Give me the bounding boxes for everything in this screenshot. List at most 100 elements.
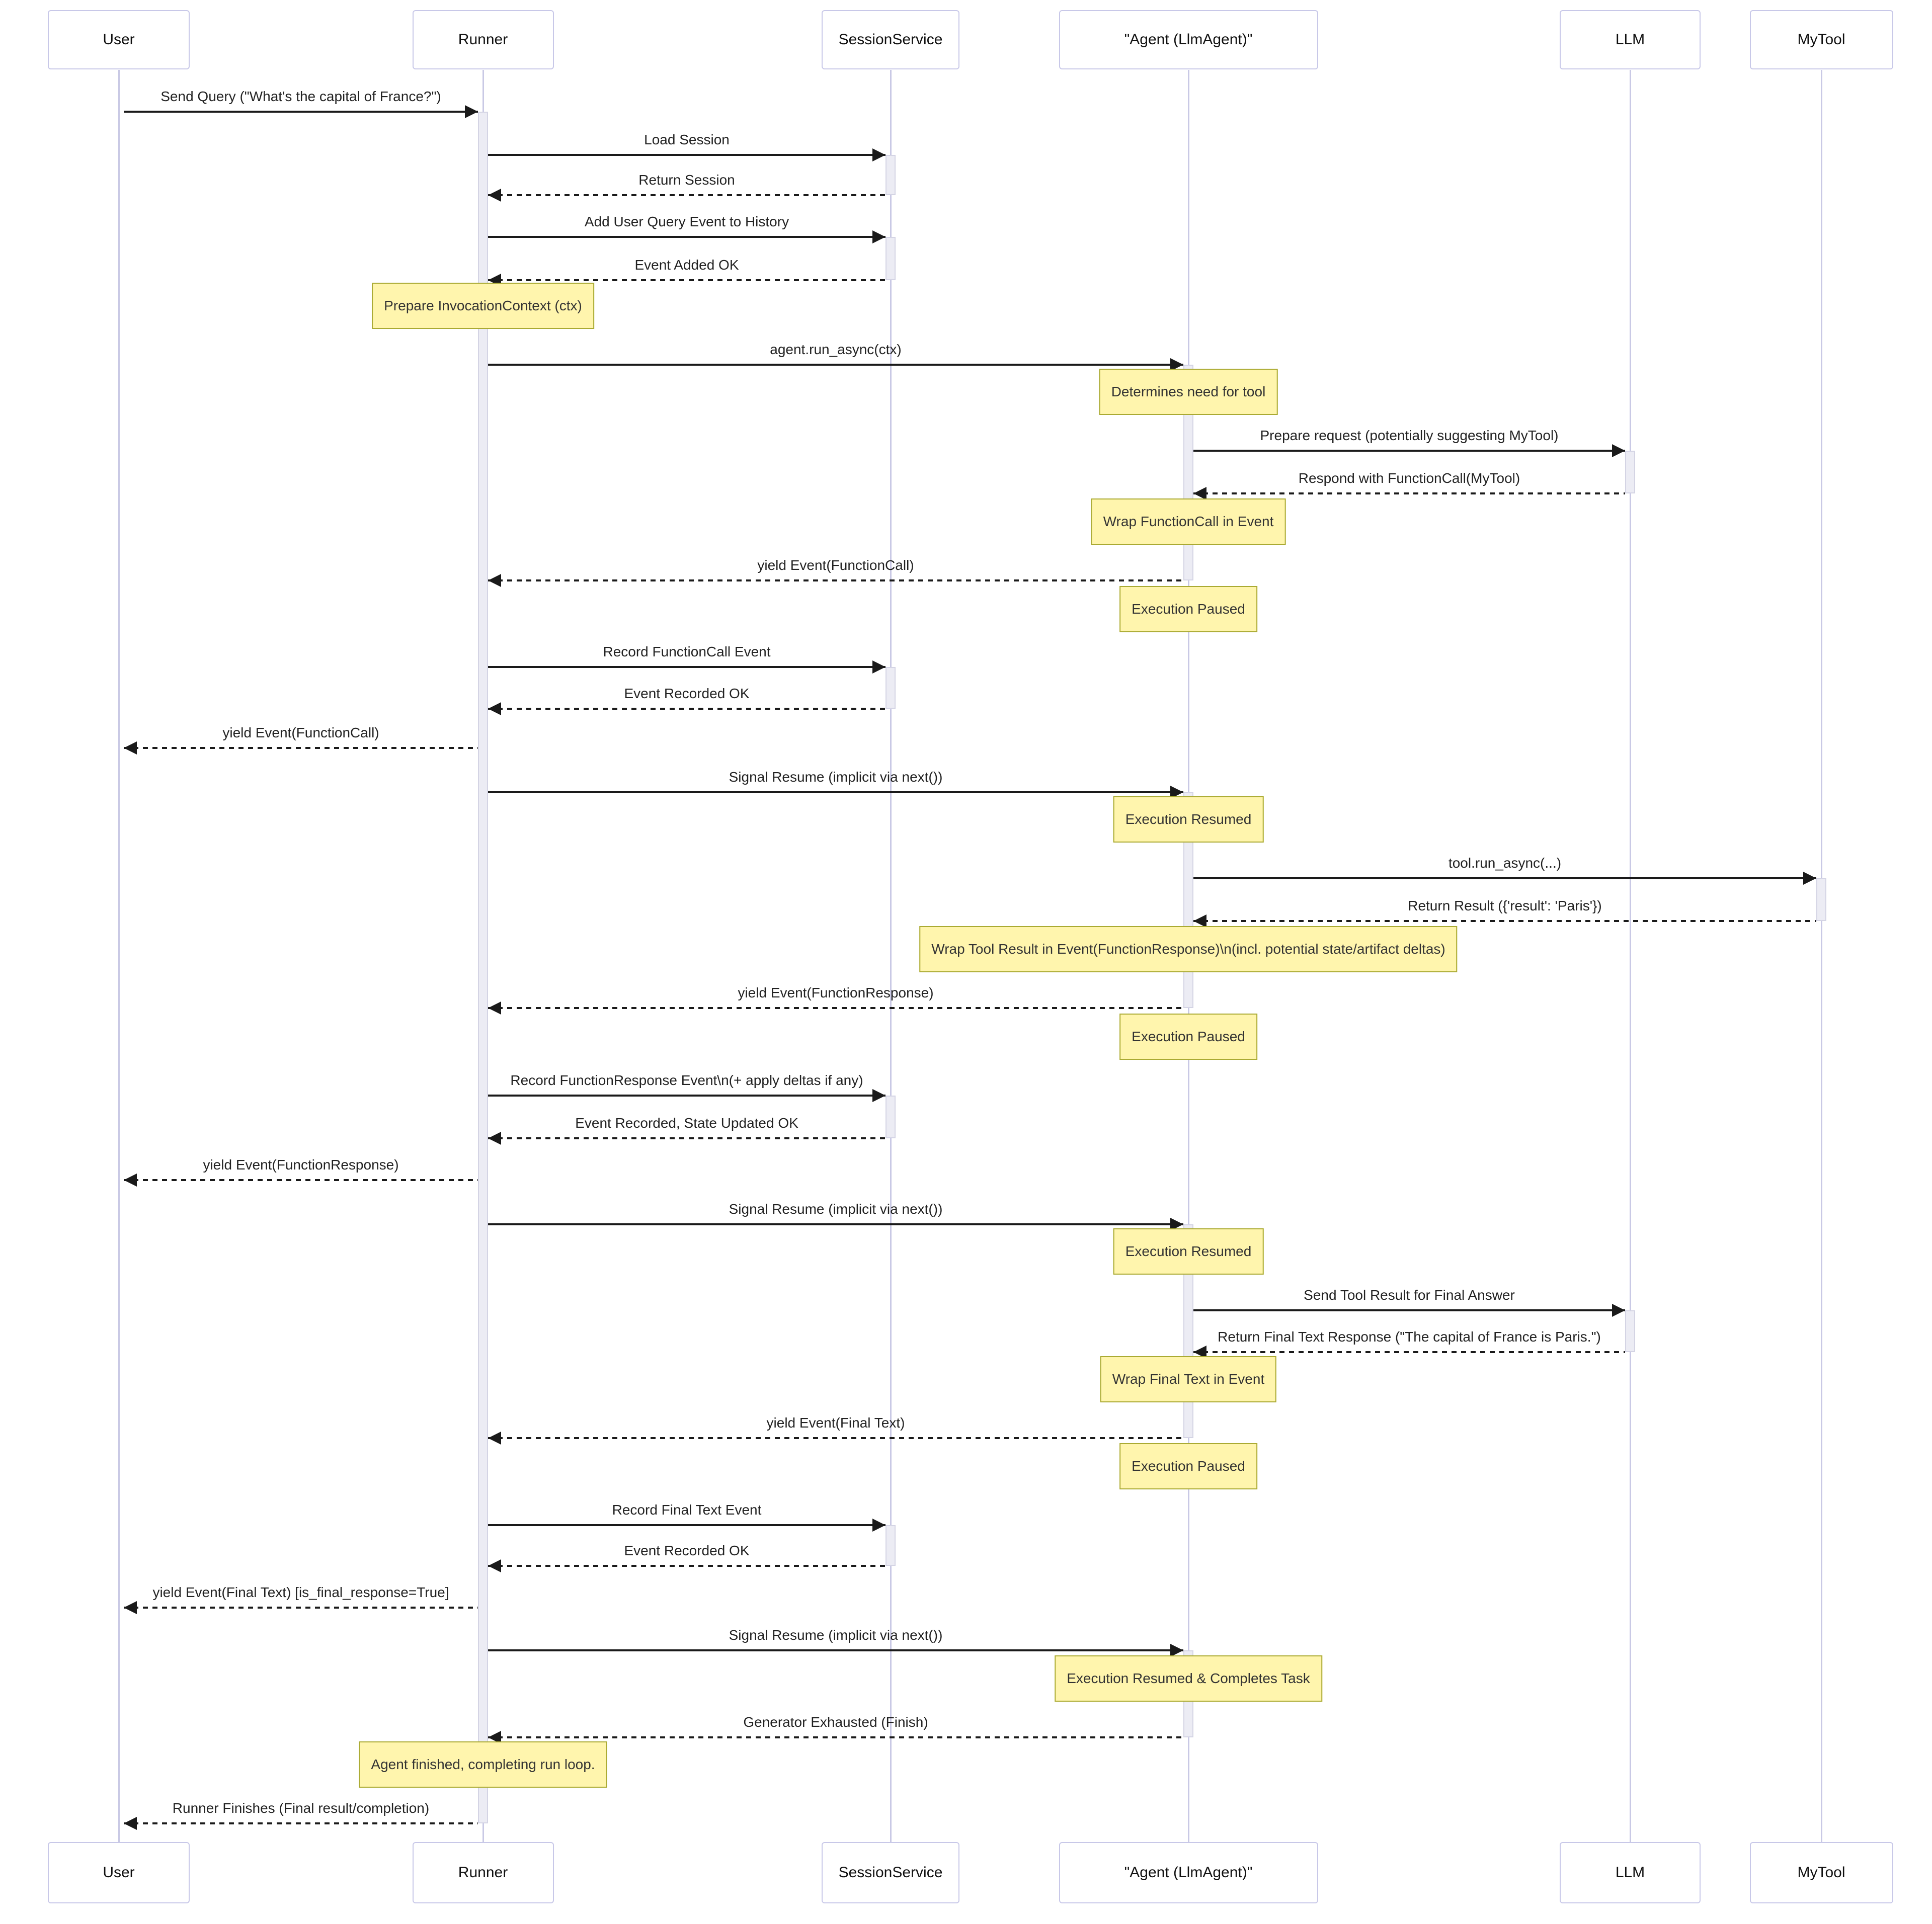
message-label: Return Session	[638, 172, 735, 188]
note: Wrap FunctionCall in Event	[1091, 498, 1286, 545]
message-label: Record Final Text Event	[612, 1502, 762, 1518]
arrowhead	[1170, 1644, 1183, 1657]
message-line	[1193, 1351, 1625, 1353]
message-line	[124, 1607, 478, 1609]
note: Execution Resumed	[1113, 1228, 1264, 1275]
arrowhead	[1612, 1304, 1625, 1317]
participant-label: SessionService	[838, 1864, 943, 1881]
activation-bar-runner	[478, 112, 488, 1823]
participant-label: LLM	[1615, 31, 1645, 48]
message-label: Signal Resume (implicit via next())	[729, 1627, 943, 1643]
note: Execution Resumed & Completes Task	[1055, 1655, 1322, 1702]
message-label: Event Added OK	[634, 257, 739, 273]
message-label: Prepare request (potentially suggesting …	[1260, 428, 1559, 443]
participant-label: MyTool	[1797, 31, 1845, 48]
participant-label: SessionService	[838, 31, 943, 48]
note: Wrap Tool Result in Event(FunctionRespon…	[919, 926, 1458, 972]
message-line	[488, 1007, 1183, 1009]
message-line	[1193, 492, 1625, 494]
message-label: Event Recorded, State Updated OK	[575, 1115, 798, 1131]
note: Prepare InvocationContext (ctx)	[372, 283, 594, 329]
participant-box-top-mytool: MyTool	[1749, 10, 1893, 69]
arrowhead	[124, 741, 137, 755]
message-line	[488, 364, 1183, 366]
message-line	[488, 1565, 886, 1567]
participant-label: LLM	[1615, 1864, 1645, 1881]
message-label: Send Query ("What's the capital of Franc…	[160, 89, 441, 104]
arrowhead	[488, 574, 501, 587]
message-line	[488, 791, 1183, 793]
message-line	[488, 1437, 1183, 1439]
arrowhead	[465, 105, 478, 118]
message-label: Record FunctionCall Event	[603, 644, 771, 659]
message-label: Event Recorded OK	[624, 1543, 750, 1558]
activation-bar-session	[886, 155, 896, 195]
message-line	[488, 236, 886, 238]
participant-box-bottom-llm: LLM	[1560, 1842, 1701, 1903]
note: Execution Paused	[1119, 1443, 1257, 1489]
message-line	[1193, 1309, 1625, 1311]
message-line	[488, 194, 886, 196]
message-label: Signal Resume (implicit via next())	[729, 769, 943, 785]
participant-box-top-runner: Runner	[412, 10, 554, 69]
arrowhead	[124, 1601, 137, 1614]
activation-bar-llm	[1625, 451, 1635, 493]
activation-bar-mytool	[1816, 878, 1826, 921]
message-label: agent.run_async(ctx)	[770, 342, 902, 357]
lifeline-session	[890, 70, 892, 1848]
message-line	[488, 666, 886, 668]
message-label: Load Session	[644, 132, 730, 147]
participant-box-top-llm: LLM	[1560, 10, 1701, 69]
activation-bar-session	[886, 1525, 896, 1566]
message-label: Respond with FunctionCall(MyTool)	[1298, 470, 1520, 486]
message-label: yield Event(FunctionCall)	[222, 725, 379, 740]
message-line	[488, 1223, 1183, 1225]
participant-box-bottom-agent: "Agent (LlmAgent)"	[1059, 1842, 1318, 1903]
message-line	[124, 1822, 478, 1824]
message-label: yield Event(FunctionResponse)	[738, 985, 934, 1000]
arrowhead	[1193, 487, 1206, 500]
activation-bar-session	[886, 1096, 896, 1138]
message-line	[1193, 877, 1816, 879]
activation-bar-session	[886, 667, 896, 709]
participant-box-bottom-user: User	[48, 1842, 190, 1903]
message-line	[488, 154, 886, 156]
message-line	[124, 111, 478, 113]
lifeline-llm	[1629, 70, 1631, 1848]
note: Wrap Final Text in Event	[1100, 1356, 1277, 1402]
message-line	[488, 1736, 1183, 1738]
participant-label: Runner	[458, 31, 508, 48]
message-label: Add User Query Event to History	[584, 214, 789, 229]
note: Execution Paused	[1119, 1014, 1257, 1060]
arrowhead	[872, 660, 886, 674]
message-line	[488, 1137, 886, 1139]
message-label: tool.run_async(...)	[1448, 855, 1562, 871]
message-line	[488, 708, 886, 710]
note: Determines need for tool	[1099, 369, 1278, 415]
note: Execution Paused	[1119, 586, 1257, 632]
message-line	[488, 579, 1183, 581]
message-label: Send Tool Result for Final Answer	[1304, 1287, 1515, 1303]
arrowhead	[488, 702, 501, 715]
arrowhead	[872, 1089, 886, 1102]
message-label: yield Event(Final Text)	[766, 1415, 905, 1431]
participant-box-top-user: User	[48, 10, 190, 69]
message-label: Signal Resume (implicit via next())	[729, 1201, 943, 1217]
message-line	[1193, 450, 1625, 452]
arrowhead	[124, 1817, 137, 1830]
message-label: yield Event(Final Text) [is_final_respon…	[152, 1584, 449, 1600]
arrowhead	[1612, 444, 1625, 457]
participant-box-bottom-session: SessionService	[822, 1842, 959, 1903]
participant-label: Runner	[458, 1864, 508, 1881]
message-label: Generator Exhausted (Finish)	[743, 1714, 928, 1730]
participant-box-top-agent: "Agent (LlmAgent)"	[1059, 10, 1318, 69]
participant-label: User	[103, 31, 135, 48]
arrowhead	[488, 189, 501, 202]
message-label: Record FunctionResponse Event\n(+ apply …	[510, 1072, 863, 1088]
message-line	[1193, 920, 1816, 922]
note: Agent finished, completing run loop.	[359, 1741, 607, 1788]
message-line	[488, 1649, 1183, 1651]
message-label: yield Event(FunctionCall)	[757, 557, 914, 573]
message-line	[124, 747, 478, 749]
